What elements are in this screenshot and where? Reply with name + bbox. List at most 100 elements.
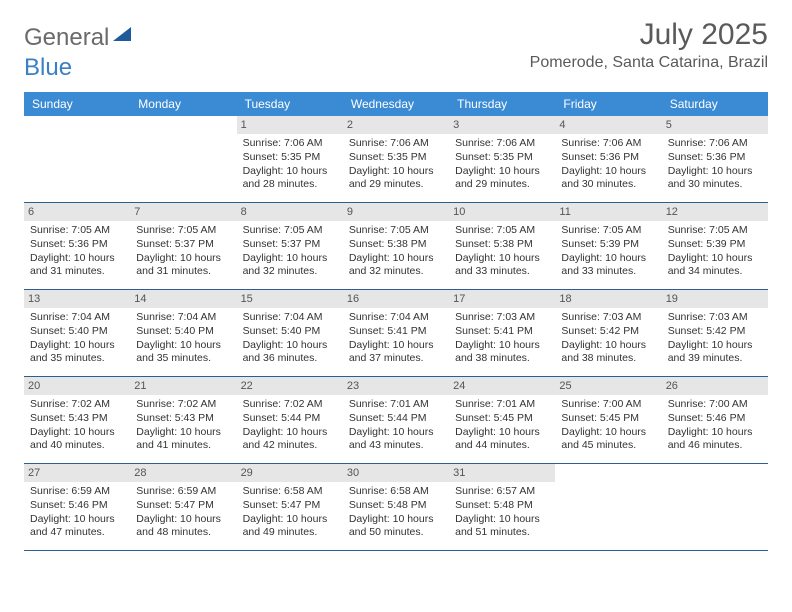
calendar-cell: 1Sunrise: 7:06 AMSunset: 5:35 PMDaylight… xyxy=(237,116,343,202)
daylight-line: Daylight: 10 hours and 51 minutes. xyxy=(455,513,549,540)
sunrise-line: Sunrise: 7:05 AM xyxy=(243,224,337,238)
location: Pomerode, Santa Catarina, Brazil xyxy=(530,54,768,72)
day-number: 16 xyxy=(343,290,449,308)
daylight-line: Daylight: 10 hours and 36 minutes. xyxy=(243,339,337,366)
day-number: 7 xyxy=(130,203,236,221)
day-number: 3 xyxy=(449,116,555,134)
day-number: 23 xyxy=(343,377,449,395)
day-number: 18 xyxy=(555,290,661,308)
daylight-line: Daylight: 10 hours and 30 minutes. xyxy=(668,165,762,192)
sunset-line: Sunset: 5:36 PM xyxy=(561,151,655,165)
daylight-line: Daylight: 10 hours and 32 minutes. xyxy=(349,252,443,279)
logo-word2: Blue xyxy=(24,54,72,82)
calendar-cell: 12Sunrise: 7:05 AMSunset: 5:39 PMDayligh… xyxy=(662,203,768,289)
daylight-line: Daylight: 10 hours and 41 minutes. xyxy=(136,426,230,453)
calendar-cell: 20Sunrise: 7:02 AMSunset: 5:43 PMDayligh… xyxy=(24,377,130,463)
logo: General xyxy=(24,18,131,52)
sunrise-line: Sunrise: 7:06 AM xyxy=(349,137,443,151)
day-number: 14 xyxy=(130,290,236,308)
day-number: 6 xyxy=(24,203,130,221)
sunset-line: Sunset: 5:43 PM xyxy=(30,412,124,426)
sunset-line: Sunset: 5:42 PM xyxy=(561,325,655,339)
calendar-cell: 22Sunrise: 7:02 AMSunset: 5:44 PMDayligh… xyxy=(237,377,343,463)
sunrise-line: Sunrise: 7:05 AM xyxy=(349,224,443,238)
sunset-line: Sunset: 5:38 PM xyxy=(455,238,549,252)
daylight-line: Daylight: 10 hours and 48 minutes. xyxy=(136,513,230,540)
sunset-line: Sunset: 5:44 PM xyxy=(243,412,337,426)
sunrise-line: Sunrise: 7:04 AM xyxy=(30,311,124,325)
sunset-line: Sunset: 5:40 PM xyxy=(136,325,230,339)
calendar-cell: 24Sunrise: 7:01 AMSunset: 5:45 PMDayligh… xyxy=(449,377,555,463)
sunset-line: Sunset: 5:46 PM xyxy=(668,412,762,426)
sunrise-line: Sunrise: 7:01 AM xyxy=(349,398,443,412)
sunrise-line: Sunrise: 7:02 AM xyxy=(243,398,337,412)
sunrise-line: Sunrise: 7:00 AM xyxy=(561,398,655,412)
day-number: 26 xyxy=(662,377,768,395)
day-header: Wednesday xyxy=(343,92,449,116)
sunrise-line: Sunrise: 7:04 AM xyxy=(136,311,230,325)
day-header-row: SundayMondayTuesdayWednesdayThursdayFrid… xyxy=(24,92,768,116)
sunrise-line: Sunrise: 7:05 AM xyxy=(668,224,762,238)
calendar-cell: 17Sunrise: 7:03 AMSunset: 5:41 PMDayligh… xyxy=(449,290,555,376)
sunrise-line: Sunrise: 6:59 AM xyxy=(136,485,230,499)
day-number: 19 xyxy=(662,290,768,308)
sunrise-line: Sunrise: 6:58 AM xyxy=(349,485,443,499)
sunset-line: Sunset: 5:41 PM xyxy=(349,325,443,339)
sunrise-line: Sunrise: 7:05 AM xyxy=(136,224,230,238)
calendar-cell: 8 Sunrise: 7:05 AMSunset: 5:37 PMDaylight… xyxy=(237,203,343,289)
calendar-cell-empty xyxy=(662,464,768,550)
daylight-line: Daylight: 10 hours and 42 minutes. xyxy=(243,426,337,453)
calendar-cell: 30Sunrise: 6:58 AMSunset: 5:48 PMDayligh… xyxy=(343,464,449,550)
logo-mark-icon xyxy=(113,27,131,41)
weeks-container: 1Sunrise: 7:06 AMSunset: 5:35 PMDaylight… xyxy=(24,116,768,551)
sunset-line: Sunset: 5:48 PM xyxy=(349,499,443,513)
sunset-line: Sunset: 5:39 PM xyxy=(668,238,762,252)
sunset-line: Sunset: 5:47 PM xyxy=(243,499,337,513)
calendar-cell: 3 Sunrise: 7:06 AMSunset: 5:35 PMDaylight… xyxy=(449,116,555,202)
daylight-line: Daylight: 10 hours and 29 minutes. xyxy=(455,165,549,192)
daylight-line: Daylight: 10 hours and 39 minutes. xyxy=(668,339,762,366)
calendar-cell: 21Sunrise: 7:02 AMSunset: 5:43 PMDayligh… xyxy=(130,377,236,463)
month-title: July 2025 xyxy=(530,18,768,52)
week-row: 6Sunrise: 7:05 AMSunset: 5:36 PMDaylight… xyxy=(24,203,768,290)
calendar-cell-empty xyxy=(24,116,130,202)
calendar-cell: 13Sunrise: 7:04 AMSunset: 5:40 PMDayligh… xyxy=(24,290,130,376)
day-number: 4 xyxy=(555,116,661,134)
day-number: 17 xyxy=(449,290,555,308)
sunset-line: Sunset: 5:35 PM xyxy=(243,151,337,165)
daylight-line: Daylight: 10 hours and 32 minutes. xyxy=(243,252,337,279)
day-number: 8 xyxy=(237,203,343,221)
calendar-cell: 14Sunrise: 7:04 AMSunset: 5:40 PMDayligh… xyxy=(130,290,236,376)
day-header: Tuesday xyxy=(237,92,343,116)
daylight-line: Daylight: 10 hours and 47 minutes. xyxy=(30,513,124,540)
daylight-line: Daylight: 10 hours and 28 minutes. xyxy=(243,165,337,192)
day-number: 12 xyxy=(662,203,768,221)
week-row: 20Sunrise: 7:02 AMSunset: 5:43 PMDayligh… xyxy=(24,377,768,464)
calendar-cell: 11Sunrise: 7:05 AMSunset: 5:39 PMDayligh… xyxy=(555,203,661,289)
sunset-line: Sunset: 5:48 PM xyxy=(455,499,549,513)
calendar-cell: 18Sunrise: 7:03 AMSunset: 5:42 PMDayligh… xyxy=(555,290,661,376)
day-number: 25 xyxy=(555,377,661,395)
day-header: Thursday xyxy=(449,92,555,116)
sunset-line: Sunset: 5:37 PM xyxy=(243,238,337,252)
calendar-cell: 31Sunrise: 6:57 AMSunset: 5:48 PMDayligh… xyxy=(449,464,555,550)
calendar-cell: 26Sunrise: 7:00 AMSunset: 5:46 PMDayligh… xyxy=(662,377,768,463)
day-header: Friday xyxy=(555,92,661,116)
sunset-line: Sunset: 5:40 PM xyxy=(243,325,337,339)
day-number: 11 xyxy=(555,203,661,221)
daylight-line: Daylight: 10 hours and 49 minutes. xyxy=(243,513,337,540)
sunrise-line: Sunrise: 7:06 AM xyxy=(455,137,549,151)
sunrise-line: Sunrise: 7:06 AM xyxy=(243,137,337,151)
sunset-line: Sunset: 5:35 PM xyxy=(455,151,549,165)
sunset-line: Sunset: 5:44 PM xyxy=(349,412,443,426)
sunrise-line: Sunrise: 6:57 AM xyxy=(455,485,549,499)
sunrise-line: Sunrise: 7:05 AM xyxy=(561,224,655,238)
sunrise-line: Sunrise: 7:04 AM xyxy=(243,311,337,325)
day-number: 24 xyxy=(449,377,555,395)
day-number: 15 xyxy=(237,290,343,308)
day-header: Monday xyxy=(130,92,236,116)
day-header: Sunday xyxy=(24,92,130,116)
calendar-cell: 16Sunrise: 7:04 AMSunset: 5:41 PMDayligh… xyxy=(343,290,449,376)
calendar: SundayMondayTuesdayWednesdayThursdayFrid… xyxy=(24,92,768,551)
sunset-line: Sunset: 5:39 PM xyxy=(561,238,655,252)
